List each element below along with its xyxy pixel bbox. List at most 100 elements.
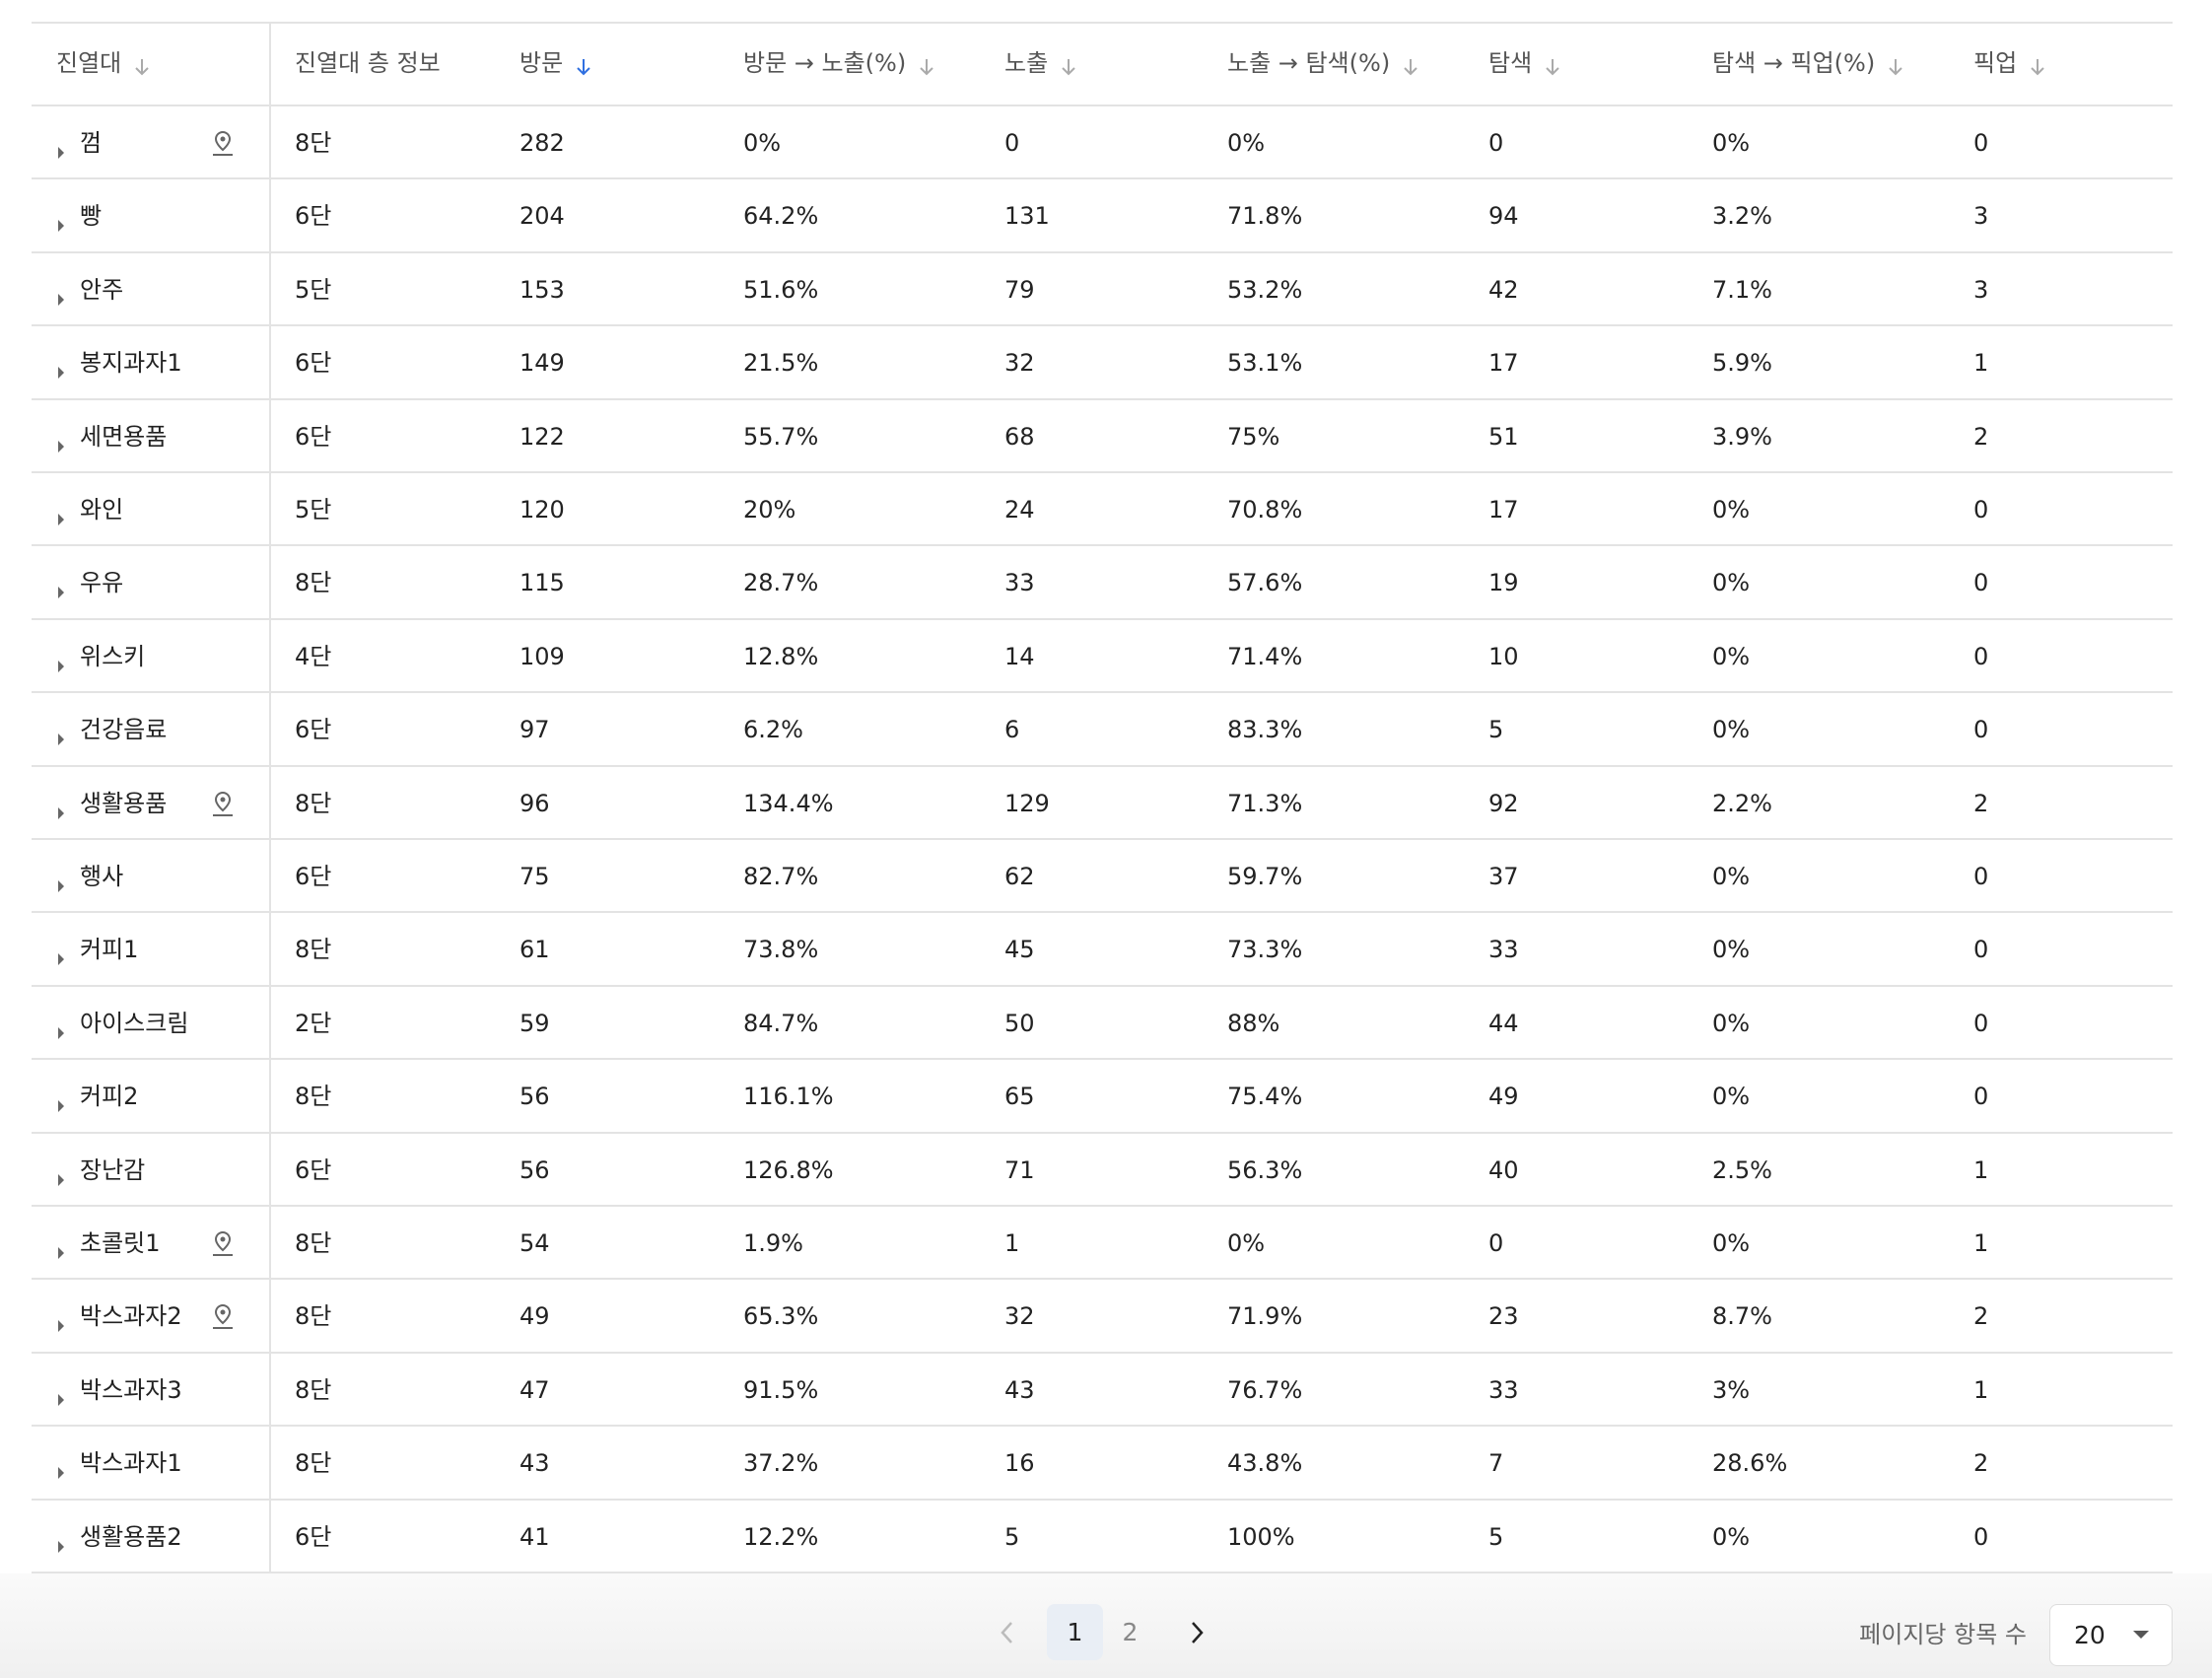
expand-toggle [58,1384,66,1412]
next-page[interactable] [1185,1619,1209,1646]
sort-icon-svg [577,59,590,76]
row-border [32,911,2173,914]
table-cell: 0% [1712,1522,1751,1551]
table-cell: 33 [1488,936,1519,964]
row-border [32,1498,2173,1501]
expand-toggle-svg [58,1467,64,1480]
table-cell: 2 [1973,1302,1989,1331]
expand-toggle [58,284,66,312]
expand-toggle [58,1017,66,1045]
sort-icon [1062,54,1075,82]
shelf-name: 아이스크림 [80,1009,189,1037]
table-cell: 8단 [295,1229,332,1257]
sort-icon-svg [1062,59,1075,76]
table-cell: 3 [1973,202,1989,231]
table-cell: 94 [1488,202,1519,231]
table-cell: 37.2% [743,1449,819,1478]
table-cell: 109 [519,642,565,670]
sort-icon-svg [1404,59,1417,76]
shelf-name: 커피2 [80,1083,139,1111]
row-border [32,471,2173,473]
sort-icon [577,54,590,82]
table-cell: 28.6% [1712,1449,1788,1478]
column-header[interactable]: 노출 → 탐색(%) [1227,49,1391,77]
row-border [32,764,2173,767]
table-cell: 0 [1973,936,1989,964]
row-border [32,250,2173,253]
column-header[interactable]: 노출 [1004,49,1049,77]
table-cell: 71.9% [1227,1302,1303,1331]
table-cell: 204 [519,202,565,231]
page-size-label: 페이지당 항목 수 [1859,1621,2027,1648]
table-cell: 62 [1004,863,1035,890]
table-cell: 115 [519,569,565,597]
location-icon-svg [213,130,233,156]
table-cell: 1 [1973,1229,1989,1257]
table-cell: 0 [1973,129,1989,157]
table-cell: 1 [1973,1155,1989,1184]
expand-toggle [58,651,66,678]
shelf-name: 봉지과자1 [80,349,182,378]
table-cell: 0 [1973,1083,1989,1111]
table-cell: 3 [1973,275,1989,304]
row-border [32,1425,2173,1428]
shelf-name: 생활용품2 [80,1522,182,1551]
table-cell: 0% [1227,129,1266,157]
table-cell: 68 [1004,422,1035,451]
table-cell: 33 [1488,1375,1519,1404]
table-cell: 65.3% [743,1302,819,1331]
table-cell: 8단 [295,1302,332,1331]
sort-icon-svg [135,59,149,76]
table-cell: 8단 [295,936,332,964]
shelf-name: 박스과자2 [80,1302,182,1331]
table-cell: 47 [519,1375,550,1404]
expand-toggle [58,504,66,531]
shelf-name: 우유 [80,569,124,597]
row-border [32,544,2173,547]
column-header[interactable]: 방문 → 노출(%) [743,49,907,77]
expand-toggle [58,577,66,604]
table-cell: 91.5% [743,1375,819,1404]
table-cell: 57.6% [1227,569,1303,597]
expand-toggle-svg [58,514,64,525]
table-cell: 1 [1973,1375,1989,1404]
table-cell: 1 [1973,349,1989,378]
table-cell: 75 [519,863,550,890]
row-border [32,1351,2173,1354]
table-cell: 8단 [295,129,332,157]
column-header[interactable]: 방문 [519,49,564,77]
table-cell: 2.2% [1712,789,1772,817]
row-border [32,984,2173,987]
table-cell: 76.7% [1227,1375,1303,1404]
table-cell: 19 [1488,569,1519,597]
prev-page[interactable] [996,1619,1019,1646]
row-border [32,397,2173,400]
column-header[interactable]: 탐색 [1488,49,1533,77]
column-header[interactable]: 픽업 [1973,49,2018,77]
table-cell: 2 [1973,1449,1989,1478]
table-cell: 2 [1973,422,1989,451]
table-cell: 5단 [295,496,332,524]
row-border [32,1131,2173,1134]
table-cell: 2단 [295,1009,332,1037]
expand-toggle-svg [58,440,64,453]
sort-icon-svg [2031,59,2044,76]
page-size-select[interactable]: 20 [2049,1604,2173,1666]
column-header[interactable]: 탐색 → 픽업(%) [1712,49,1876,77]
header-top-border [32,22,2173,24]
expand-toggle [58,1531,66,1559]
table-cell: 71 [1004,1155,1035,1184]
column-header[interactable]: 진열대 [56,49,122,77]
expand-toggle [58,798,66,825]
table-cell: 6단 [295,863,332,890]
table-cell: 71.4% [1227,642,1303,670]
table-cell: 0 [1973,716,1989,744]
table-cell: 0% [1712,1083,1751,1111]
table-cell: 1 [1004,1229,1020,1257]
page-button[interactable]: 2 [1122,1618,1139,1646]
table-cell: 75.4% [1227,1083,1303,1111]
page-button[interactable]: 1 [1047,1604,1103,1660]
expand-toggle [58,1237,66,1265]
column-header[interactable]: 진열대 층 정보 [295,49,441,77]
